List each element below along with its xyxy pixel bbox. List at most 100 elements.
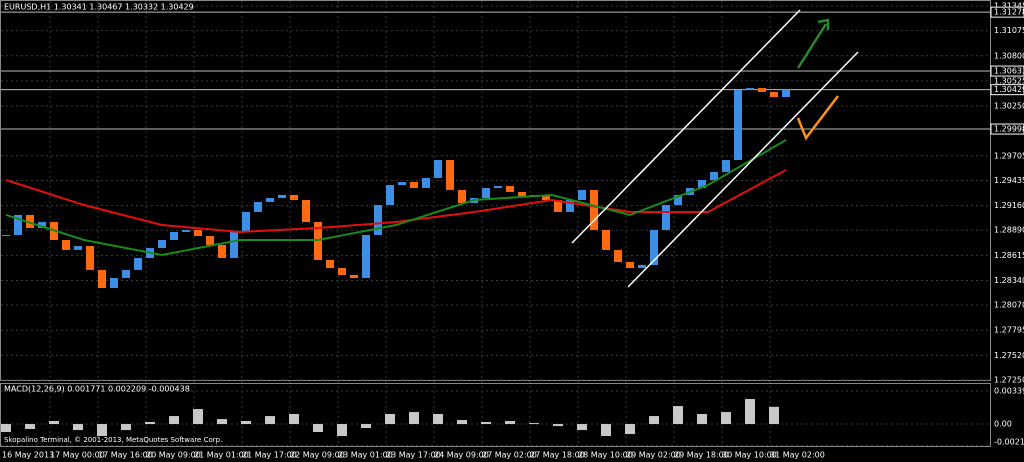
candle [506,186,514,192]
x-tick-label: 17 May 16:00 [98,451,153,460]
x-tick-label: 23 May 17:00 [386,451,441,460]
candle [542,194,550,200]
macd-bar [409,412,419,425]
candle [482,188,490,198]
candle [194,229,202,236]
channel-line [571,9,801,244]
macd-bar [361,424,371,429]
macd-bar [1,424,11,432]
x-tick-label: 22 May 09:00 [290,451,345,460]
candle [650,229,658,266]
candle [458,189,466,204]
macd-tick-label: -0.002189 [994,438,1024,447]
y-tick-label: 1.28340 [994,276,1024,285]
macd-bar [97,424,107,436]
macd-bar [217,419,227,425]
y-tick-label: 1.28615 [994,251,1024,260]
candle [158,240,166,249]
candle [662,205,670,230]
price-level-box [990,84,1024,96]
candle [722,160,730,172]
macd-bar [673,406,683,425]
candle [782,89,790,97]
macd-bar [121,424,131,431]
macd-bar [769,406,779,425]
x-tick-label: 27 May 18:00 [530,451,585,460]
price-level-box [990,6,1024,18]
candle [518,191,526,196]
macd-bar [169,416,179,425]
macd-bar [481,421,491,425]
marks [1,11,990,436]
moving-average [5,139,787,256]
candle [182,229,190,232]
main-panel [0,0,991,381]
candle [602,229,610,250]
candle [26,214,34,229]
watermark: Skopalino Terminal, © 2001-2013, MetaQuo… [4,436,222,444]
candle [410,182,418,189]
x-tick-label: 28 May 10:00 [578,451,633,460]
macd-bar [745,399,755,425]
macd-bar [25,424,35,429]
y-tick-label: 1.27250 [994,376,1024,385]
price-level-box [990,65,1024,77]
check-mark [796,95,839,141]
candle [38,222,46,229]
macd-bar [505,421,515,425]
macd-bar [49,421,59,425]
y-tick-label: 1.29435 [994,176,1024,185]
candle [758,88,766,92]
candle [434,160,442,178]
macd-bar [193,409,203,425]
candle [242,211,250,232]
x-tick-label: 17 May 00:00 [50,451,105,460]
macd-bar [601,424,611,436]
candle [770,91,778,97]
x-tick-label: 16 May 2013 [2,451,54,460]
candle [566,200,574,212]
price-level-label: 1.31278 [994,8,1024,17]
candle [446,160,454,190]
candle [254,202,262,212]
candle [350,274,358,278]
candle [554,200,562,212]
y-tick-label: 1.31345 [994,2,1024,11]
candle [374,205,382,235]
macd-bar [697,414,707,425]
macd-bar [529,423,539,425]
y-tick-label: 1.27520 [994,351,1024,360]
chart-title: EURUSD,H1 1.30341 1.30467 1.30332 1.3042… [4,3,194,12]
macd-bar [337,424,347,436]
candle [326,260,334,269]
price-level-box [990,123,1024,135]
candle [590,189,598,230]
macd-bar [721,412,731,425]
candle [2,234,10,236]
candle [338,268,346,275]
x-tick-label: 29 May 02:00 [626,451,681,460]
candle [698,180,706,189]
candle [86,246,94,270]
y-tick-label: 1.28890 [994,226,1024,235]
candle [266,197,274,203]
channel-line [627,51,859,288]
candle [218,245,226,258]
x-tick-label: 27 May 02:00 [482,451,537,460]
y-tick-label: 1.29160 [994,201,1024,210]
candle [230,231,238,258]
macd-bar [457,420,467,425]
y-tick-label: 1.31075 [994,26,1024,35]
up-arrow [796,18,830,69]
candle [386,185,394,206]
grid [1,1,990,446]
price-level-label: 1.30429 [994,85,1024,94]
candle [614,249,622,263]
candle [206,235,214,246]
candle [122,269,130,278]
price-level-label: 1.29998 [994,125,1024,134]
moving-average [5,169,787,233]
candle [110,277,118,289]
candle [290,194,298,200]
